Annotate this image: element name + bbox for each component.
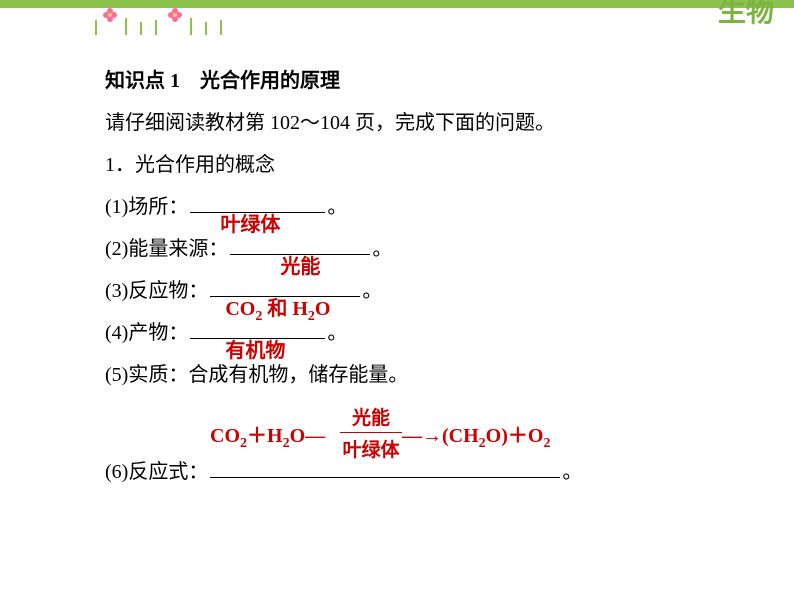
flower-icon xyxy=(100,5,120,25)
item-6-equation: (6)反应式： 。 xyxy=(105,451,734,493)
fill-blank: 叶绿体 xyxy=(190,212,325,213)
item-label: (1)场所： xyxy=(105,196,188,218)
fill-blank: 有机物 xyxy=(190,338,325,339)
flower-icon xyxy=(165,5,185,25)
item-label: (6)反应式： xyxy=(105,461,208,483)
equation-left: CO2＋H2O― xyxy=(210,419,325,448)
content-area: 知识点 1 光合作用的原理 请仔细阅读教材第 102～104 页，完成下面的问题… xyxy=(105,60,734,493)
fraction-top: 光能 xyxy=(340,403,402,430)
period: 。 xyxy=(562,461,582,483)
fill-blank: 光能 xyxy=(230,254,370,255)
item-label: (4)产物： xyxy=(105,322,188,344)
item-3-reactants: (3)反应物：CO2 和 H2O。 xyxy=(105,270,734,312)
grass-stem xyxy=(125,18,127,35)
item-label: (3)反应物： xyxy=(105,280,208,302)
item-label: (2)能量来源： xyxy=(105,238,228,260)
grass-stem xyxy=(95,20,97,35)
fill-blank: CO2 和 H2O xyxy=(210,296,360,297)
item-5-essence: (5)实质：合成有机物，储存能量。 xyxy=(105,354,734,396)
item-4-products: (4)产物：有机物。 xyxy=(105,312,734,354)
grass-stem xyxy=(205,22,207,35)
item-2-energy-source: (2)能量来源：光能。 xyxy=(105,228,734,270)
grass-stem xyxy=(190,18,192,35)
instruction-text: 请仔细阅读教材第 102～104 页，完成下面的问题。 xyxy=(105,102,734,144)
equation-right: ―→(CH2O)＋O2 xyxy=(402,419,550,448)
item-1-location: (1)场所：叶绿体。 xyxy=(105,186,734,228)
knowledge-point-title: 知识点 1 光合作用的原理 xyxy=(105,60,734,102)
header-decoration: 生物 xyxy=(0,0,794,40)
period: 。 xyxy=(372,238,392,260)
decoration-plants xyxy=(90,0,290,40)
fill-blank-long xyxy=(210,477,560,478)
subject-label: 生物 xyxy=(718,0,774,30)
fraction-line xyxy=(340,432,402,433)
grass-stem xyxy=(220,20,222,35)
grass-stem xyxy=(140,22,142,35)
period: 。 xyxy=(327,322,347,344)
section-heading: 1．光合作用的概念 xyxy=(105,144,734,186)
period: 。 xyxy=(362,280,382,302)
grass-stem xyxy=(155,20,157,35)
period: 。 xyxy=(327,196,347,218)
